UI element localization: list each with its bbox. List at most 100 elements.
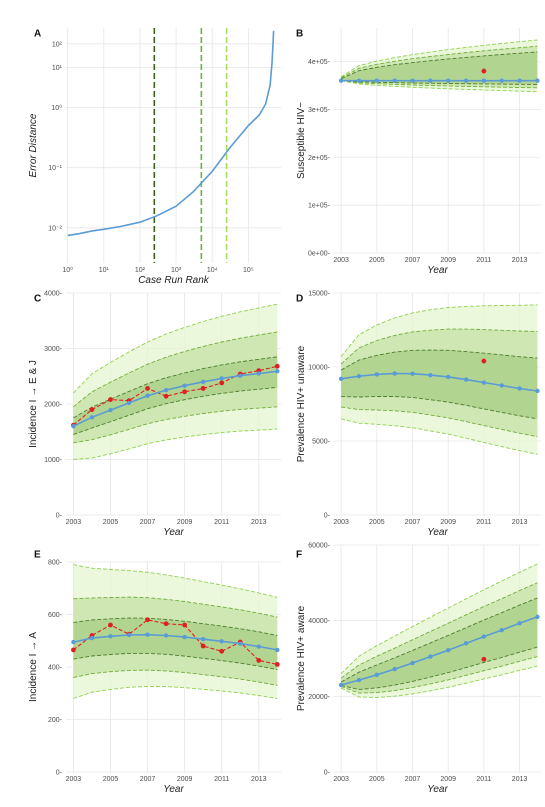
x-axis-label: Year (163, 527, 184, 538)
band-upper-edge (340, 39, 538, 78)
band-lower-edge (341, 406, 538, 438)
y-tick-label: 10⁻¹ (48, 165, 62, 172)
y-tick-label: 2000- (44, 402, 63, 409)
median-point (145, 393, 150, 398)
band-lower-edge (340, 665, 538, 698)
median-point (338, 376, 344, 382)
y-tick-label: 0- (56, 770, 63, 777)
panel-label: A (34, 28, 41, 39)
median-point (446, 78, 451, 83)
panel-label: C (34, 293, 41, 304)
observed-point (71, 647, 76, 653)
median-point (428, 654, 433, 659)
observed-point (219, 380, 225, 386)
median-point (535, 614, 540, 620)
band-lower-edge (73, 669, 278, 686)
median-point (356, 373, 362, 379)
x-tick-label: 2013 (251, 776, 267, 783)
median-point (535, 388, 540, 394)
median-point (126, 400, 132, 406)
band-upper-edge (73, 303, 278, 394)
median-point (410, 660, 415, 666)
median-point (200, 636, 206, 642)
band-lower-edge (73, 428, 278, 460)
median-point (463, 377, 469, 382)
band-upper-edge (73, 356, 278, 419)
error-distance-line (67, 30, 275, 237)
y-axis-label: Incidence I → A (28, 632, 39, 702)
median-point (463, 641, 469, 646)
median-line (340, 616, 538, 686)
median-point (145, 632, 150, 637)
median-point (499, 78, 504, 83)
median-point (356, 677, 362, 683)
x-axis-label: Year (427, 527, 448, 538)
median-point (517, 78, 522, 83)
band-upper-edge (340, 582, 538, 679)
band-upper-edge (73, 617, 278, 636)
median-line (73, 633, 278, 651)
y-axis-label: Incidence I → E & J (28, 360, 39, 448)
band-lower-edge (340, 646, 538, 690)
median-point (392, 371, 397, 376)
y-tick-label: 10⁰ (51, 104, 62, 112)
median-line (73, 370, 278, 427)
median-point (108, 407, 113, 413)
x-tick-label: 10⁵ (243, 267, 254, 274)
inner-interval-band (341, 598, 538, 690)
median-point (517, 621, 522, 626)
median-point (163, 633, 169, 638)
median-point (446, 647, 451, 653)
x-tick-label: 10³ (171, 267, 182, 274)
x-tick-label: 2011 (476, 257, 491, 264)
median-point (463, 78, 469, 83)
y-tick-label: 5000- (312, 439, 331, 446)
observed-point (481, 68, 487, 74)
x-tick-label: 2005 (369, 519, 385, 526)
median-point (71, 639, 76, 645)
median-point (200, 379, 206, 384)
y-axis-label: Prevalence HIV+ unaware (296, 345, 307, 462)
band-lower-edge (341, 80, 538, 89)
x-tick-label: 2013 (251, 519, 267, 526)
y-axis-label: Prevalence HIV+ aware (296, 605, 307, 711)
y-tick-label: 0- (324, 513, 331, 520)
median-point (428, 78, 433, 83)
median-point (238, 373, 243, 378)
x-tick-label: 2009 (177, 519, 193, 526)
observed-point (274, 363, 280, 369)
median-point (481, 78, 487, 83)
y-tick-label: 15000- (308, 291, 330, 298)
x-tick-label: 2003 (333, 776, 349, 783)
observed-point (145, 617, 150, 623)
observed-point (274, 661, 280, 667)
median-point (374, 672, 380, 677)
x-tick-label: 2009 (440, 519, 456, 526)
median-point (256, 644, 261, 649)
y-tick-label: 40000- (308, 618, 330, 625)
x-axis-label: Year (163, 784, 184, 795)
y-tick-label: 2e+05- (308, 155, 331, 162)
band-lower-edge (341, 396, 538, 420)
band-upper-edge (340, 304, 538, 357)
panel-label: E (34, 549, 41, 560)
y-axis-label: Error Distance (28, 113, 39, 177)
median-point (499, 627, 504, 633)
y-axis-label: Susceptible HIV− (296, 102, 307, 179)
panel-label: D (296, 293, 303, 304)
median-point (481, 634, 487, 639)
y-tick-label: 20000- (308, 694, 330, 701)
band-lower-edge (73, 652, 278, 671)
median-point (338, 78, 344, 83)
inner-interval-band (341, 51, 538, 85)
median-point (338, 682, 344, 688)
y-tick-label: 1000- (44, 457, 63, 464)
median-point (499, 383, 504, 388)
x-tick-label: 10⁰ (62, 266, 73, 274)
median-point (481, 380, 487, 385)
x-tick-label: 2011 (214, 776, 229, 783)
median-point (182, 634, 187, 640)
median-point (517, 386, 522, 391)
panel-label: F (296, 549, 302, 560)
